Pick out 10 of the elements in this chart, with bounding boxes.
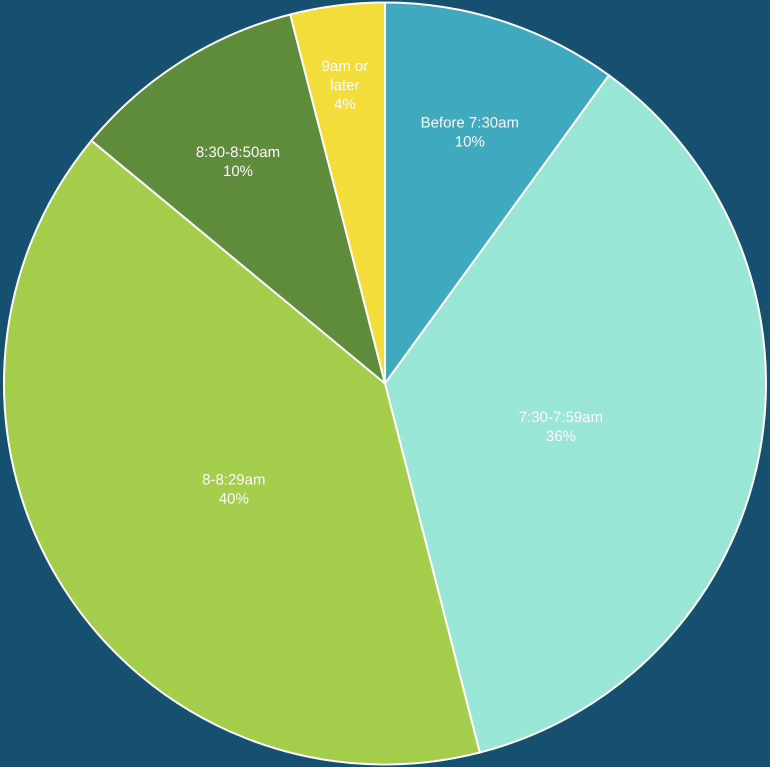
data-label: 40%: [218, 490, 249, 508]
data-label: 4%: [334, 96, 356, 113]
data-label: 36%: [546, 428, 576, 446]
slice-label: Before 7:30am: [420, 114, 519, 132]
data-label: 10%: [454, 134, 485, 151]
slice-label: 8-8:29am: [202, 471, 266, 488]
slice-label: 7:30-7:59am: [518, 409, 604, 426]
slice-label: 9am or later: [322, 58, 368, 94]
slice-label: 8:30-8:50am: [196, 144, 280, 161]
data-label: 10%: [222, 162, 254, 180]
